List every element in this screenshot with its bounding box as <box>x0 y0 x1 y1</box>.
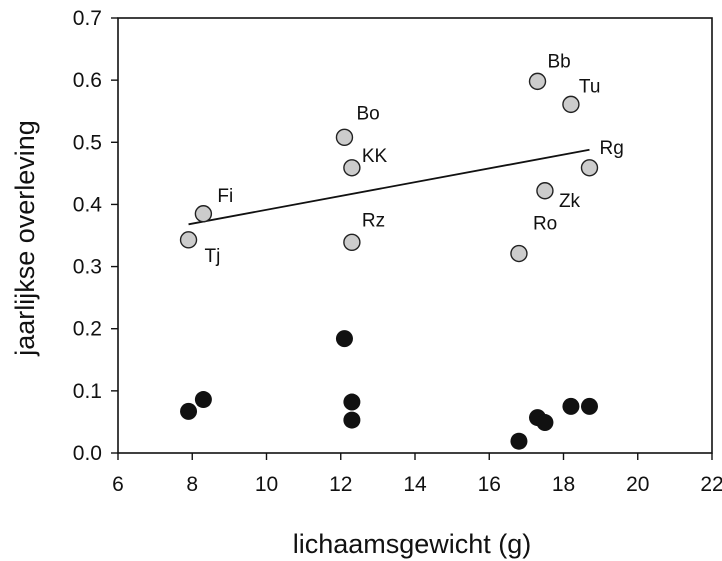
point-label: Ro <box>533 214 557 235</box>
plot-border <box>117 17 713 454</box>
survival-point-open <box>343 159 361 177</box>
point-labels: Tj Fi Bo KK Rz Ro Bb Zk Tu Rg <box>205 51 624 266</box>
y-tick-label: 0.2 <box>73 318 102 341</box>
x-tick-label: 20 <box>626 473 649 496</box>
trendline-group <box>188 148 590 226</box>
survival-point-open <box>510 244 528 263</box>
x-tick-label: 14 <box>403 473 427 496</box>
point-label: Rz <box>362 210 385 231</box>
point-label: Rg <box>599 138 623 159</box>
survival-point-filled <box>510 432 528 450</box>
survival-point-open <box>343 233 361 252</box>
y-tick-label: 0.6 <box>73 69 102 92</box>
survival-point-filled <box>562 397 580 415</box>
y-axis: 0.0 0.1 0.2 0.3 0.4 0.5 0.6 0.7 <box>73 7 118 465</box>
point-label: Bb <box>548 51 571 72</box>
point-label: KK <box>362 146 388 167</box>
survival-point-filled <box>343 393 361 411</box>
point-label: Bo <box>356 103 379 124</box>
x-axis-title: lichaamsgewicht (g) <box>293 529 532 559</box>
plot-area <box>117 17 713 454</box>
survival-point-filled <box>335 330 353 348</box>
y-tick-label: 0.5 <box>73 131 102 154</box>
survival-point-open <box>528 72 547 91</box>
y-tick-label: 0.3 <box>73 256 102 279</box>
point-label: Zk <box>559 191 581 212</box>
x-tick-label: 22 <box>700 473 722 496</box>
survival-point-open <box>179 231 198 249</box>
survival-point-open <box>580 159 599 177</box>
y-tick-label: 0.7 <box>73 7 102 30</box>
survival-point-filled <box>194 391 212 409</box>
x-axis: 6 8 10 12 14 16 18 20 22 <box>112 453 722 496</box>
x-tick-label: 6 <box>112 473 124 496</box>
survival-point-filled <box>343 411 361 429</box>
y-tick-label: 0.0 <box>73 442 102 465</box>
survival-point-open <box>536 182 554 200</box>
trendline <box>188 148 590 226</box>
point-label: Tj <box>205 246 221 267</box>
survival-point-filled <box>180 402 198 420</box>
survival-point-filled <box>580 397 598 415</box>
point-label: Fi <box>217 186 233 207</box>
x-tick-label: 10 <box>255 473 278 496</box>
survival-point-open <box>194 205 213 223</box>
x-tick-label: 16 <box>478 473 501 496</box>
y-tick-label: 0.4 <box>73 193 103 216</box>
x-tick-label: 12 <box>329 473 352 496</box>
x-tick-label: 8 <box>186 473 198 496</box>
survival-point-filled <box>536 414 554 432</box>
survival-point-open <box>335 128 354 147</box>
point-label: Tu <box>579 76 600 97</box>
data-points <box>179 72 599 450</box>
survival-point-open <box>562 95 580 114</box>
x-tick-label: 18 <box>552 473 575 496</box>
y-axis-title: jaarlijkse overleving <box>10 120 40 357</box>
y-tick-label: 0.1 <box>73 380 102 403</box>
